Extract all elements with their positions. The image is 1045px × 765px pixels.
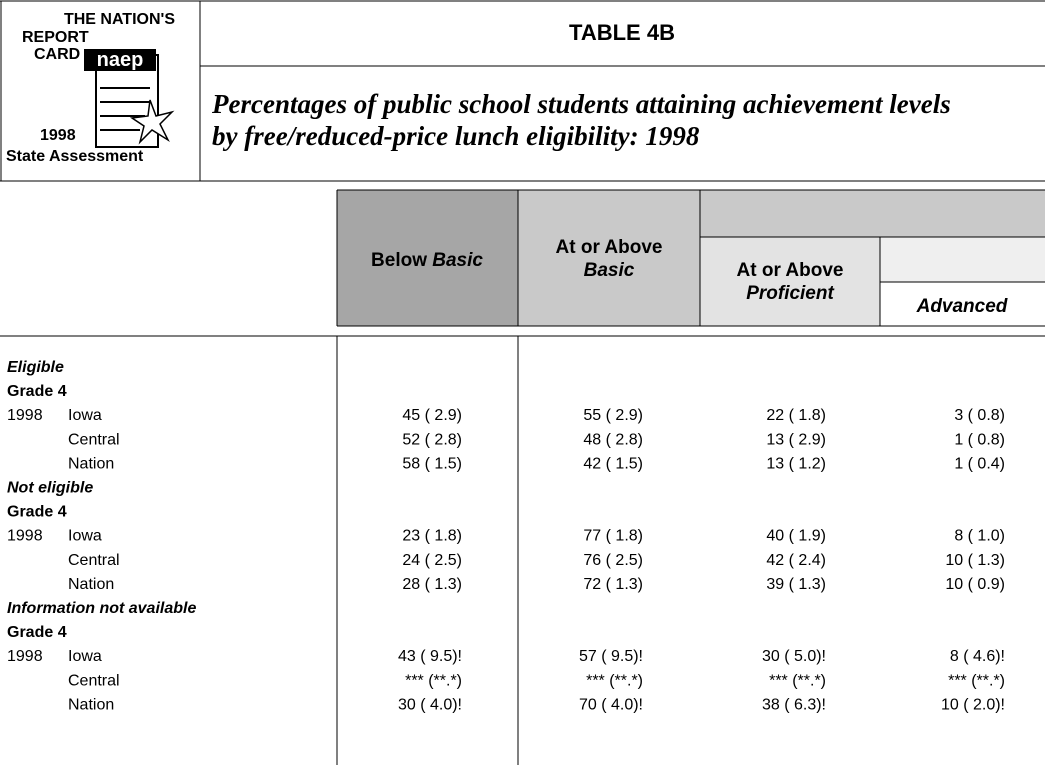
column-header: Below Basic <box>371 250 483 271</box>
cell: 45 ( 2.9) <box>402 407 462 424</box>
subtitle: Percentages of public school students at… <box>211 89 951 119</box>
grade-label: Grade 4 <box>7 504 67 521</box>
jurisdiction: Iowa <box>68 648 102 665</box>
cell: 24 ( 2.5) <box>402 552 462 569</box>
cell: 42 ( 1.5) <box>583 455 643 472</box>
cell: 57 ( 9.5)! <box>579 648 643 665</box>
cell: *** (**.*) <box>405 672 462 689</box>
column-header: At or Above <box>556 237 663 258</box>
column-header-em: Basic <box>432 250 483 271</box>
column-header: At or Above <box>737 260 844 281</box>
cell: 1 ( 0.8) <box>954 431 1005 448</box>
cell: 3 ( 0.8) <box>954 407 1005 424</box>
cell: 77 ( 1.8) <box>583 528 643 545</box>
jurisdiction: Iowa <box>68 407 102 424</box>
cell: 52 ( 2.8) <box>402 431 462 448</box>
jurisdiction: Nation <box>68 455 114 472</box>
cell: 10 ( 1.3) <box>945 552 1005 569</box>
logo-text: REPORT <box>22 29 89 46</box>
cell: 13 ( 1.2) <box>766 455 826 472</box>
header-cell <box>700 237 880 326</box>
column-header: Proficient <box>746 283 834 304</box>
group-label: Information not available <box>7 600 196 617</box>
grade-label: Grade 4 <box>7 624 67 641</box>
logo-mark: naep <box>97 49 144 71</box>
cell: 8 ( 4.6)! <box>950 648 1005 665</box>
cell: 55 ( 2.9) <box>583 407 643 424</box>
cell: 40 ( 1.9) <box>766 528 826 545</box>
cell: 42 ( 2.4) <box>766 552 826 569</box>
column-header: Basic <box>584 260 635 281</box>
cell: 13 ( 2.9) <box>766 431 826 448</box>
jurisdiction: Central <box>68 672 120 689</box>
jurisdiction: Nation <box>68 696 114 713</box>
year: 1998 <box>7 648 43 665</box>
year: 1998 <box>7 528 43 545</box>
cell: 30 ( 4.0)! <box>398 696 462 713</box>
grade-label: Grade 4 <box>7 383 67 400</box>
cell: 22 ( 1.8) <box>766 407 826 424</box>
header-cell <box>337 190 518 326</box>
cell: 8 ( 1.0) <box>954 528 1005 545</box>
cell: 72 ( 1.3) <box>583 576 643 593</box>
jurisdiction: Central <box>68 431 120 448</box>
group-label: Eligible <box>7 359 64 376</box>
jurisdiction: Nation <box>68 576 114 593</box>
cell: 39 ( 1.3) <box>766 576 826 593</box>
logo-text: 1998 <box>40 127 76 144</box>
subtitle: by free/reduced-price lunch eligibility:… <box>212 121 700 151</box>
cell: 23 ( 1.8) <box>402 528 462 545</box>
cell: 76 ( 2.5) <box>583 552 643 569</box>
cell: 48 ( 2.8) <box>583 431 643 448</box>
cell: 28 ( 1.3) <box>402 576 462 593</box>
year: 1998 <box>7 407 43 424</box>
cell: 38 ( 6.3)! <box>762 696 826 713</box>
group-label: Not eligible <box>7 480 93 497</box>
logo-text: THE NATION'S <box>64 11 175 28</box>
title: TABLE 4B <box>569 20 675 45</box>
header-cell <box>880 237 1045 282</box>
header-lines <box>0 189 1045 765</box>
jurisdiction: Iowa <box>68 528 102 545</box>
header-cell <box>518 190 700 326</box>
cell: 43 ( 9.5)! <box>398 648 462 665</box>
cell: *** (**.*) <box>769 672 826 689</box>
cell: 58 ( 1.5) <box>402 455 462 472</box>
logo-text: CARD <box>34 46 80 63</box>
column-header-text: Below <box>371 250 432 271</box>
cell: 30 ( 5.0)! <box>762 648 826 665</box>
cell: 70 ( 4.0)! <box>579 696 643 713</box>
cell: *** (**.*) <box>948 672 1005 689</box>
logo-icon <box>84 49 175 148</box>
jurisdiction: Central <box>68 552 120 569</box>
cell: *** (**.*) <box>586 672 643 689</box>
logo-text: State Assessment <box>6 148 144 165</box>
header-cell <box>700 190 1045 237</box>
column-header: Advanced <box>916 296 1008 317</box>
cell: 1 ( 0.4) <box>954 455 1005 472</box>
cell: 10 ( 0.9) <box>945 576 1005 593</box>
cell: 10 ( 2.0)! <box>941 696 1005 713</box>
